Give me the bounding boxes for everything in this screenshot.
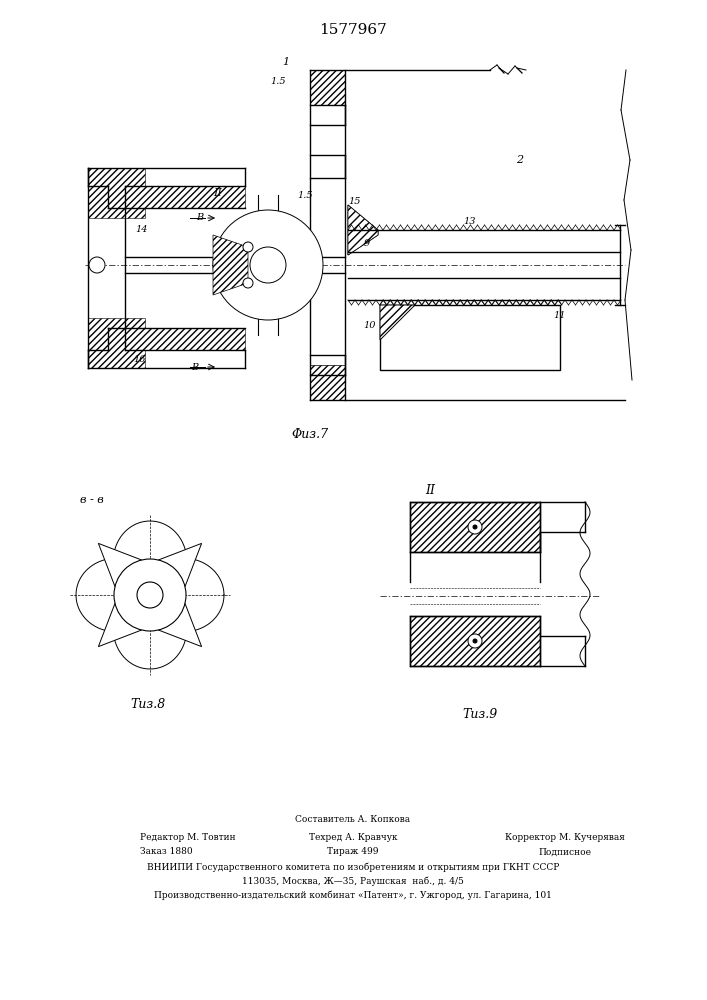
Bar: [380, 305, 560, 370]
Bar: [310, 70, 345, 105]
Text: 1: 1: [282, 57, 290, 67]
Polygon shape: [98, 603, 141, 647]
Polygon shape: [158, 543, 201, 587]
Bar: [125, 186, 245, 208]
Text: B: B: [197, 214, 204, 223]
Text: ВНИИПИ Государственного комитета по изобретениям и открытиям при ГКНТ СССР: ВНИИПИ Государственного комитета по изоб…: [147, 862, 559, 872]
Circle shape: [114, 559, 186, 631]
Circle shape: [473, 525, 477, 529]
Text: 113035, Москва, Ж—35, Раушская  наб., д. 4/5: 113035, Москва, Ж—35, Раушская наб., д. …: [242, 876, 464, 886]
Text: Редактор М. Товтин: Редактор М. Товтин: [140, 834, 235, 842]
Text: Тираж 499: Тираж 499: [327, 848, 379, 856]
Text: Подписное: Подписное: [539, 848, 592, 856]
Text: Φиз.7: Φиз.7: [291, 428, 329, 442]
Text: Производственно-издательский комбинат «Патент», г. Ужгород, ул. Гагарина, 101: Производственно-издательский комбинат «П…: [154, 890, 552, 900]
Circle shape: [213, 210, 323, 320]
Bar: [125, 328, 245, 350]
Bar: [410, 616, 540, 666]
Text: в - в: в - в: [80, 495, 104, 505]
Circle shape: [250, 247, 286, 283]
Polygon shape: [348, 205, 378, 255]
Bar: [88, 168, 145, 218]
Text: II: II: [214, 188, 223, 198]
Text: B: B: [192, 362, 199, 371]
Circle shape: [468, 520, 482, 534]
Polygon shape: [98, 543, 141, 587]
Bar: [88, 318, 145, 368]
Text: II: II: [425, 484, 435, 496]
Text: 14: 14: [136, 226, 148, 234]
Text: Заказ 1880: Заказ 1880: [140, 848, 192, 856]
Circle shape: [243, 242, 253, 252]
Text: 1.5: 1.5: [297, 190, 312, 200]
Text: 1.5: 1.5: [270, 78, 286, 87]
Circle shape: [137, 582, 163, 608]
Text: Τиз.9: Τиз.9: [462, 708, 498, 722]
Text: Составитель А. Копкова: Составитель А. Копкова: [296, 816, 411, 824]
Text: 2: 2: [516, 155, 524, 165]
Circle shape: [473, 639, 477, 643]
Text: 15: 15: [349, 198, 361, 207]
Polygon shape: [380, 305, 415, 340]
Text: 11: 11: [554, 310, 566, 320]
Text: Техред А. Кравчук: Техред А. Кравчук: [309, 834, 397, 842]
Text: 13: 13: [464, 218, 477, 227]
Polygon shape: [213, 235, 248, 295]
Circle shape: [89, 257, 105, 273]
Text: Корректор М. Кучерявая: Корректор М. Кучерявая: [505, 834, 625, 842]
Text: Τиз.8: Τиз.8: [130, 698, 165, 712]
Circle shape: [243, 278, 253, 288]
Bar: [410, 502, 540, 552]
Polygon shape: [348, 205, 378, 255]
Text: 1577967: 1577967: [319, 23, 387, 37]
Text: 10: 10: [363, 320, 376, 330]
Circle shape: [468, 634, 482, 648]
Text: 16: 16: [134, 356, 146, 364]
Polygon shape: [158, 603, 201, 647]
Bar: [310, 365, 345, 400]
Text: 9: 9: [364, 238, 370, 247]
